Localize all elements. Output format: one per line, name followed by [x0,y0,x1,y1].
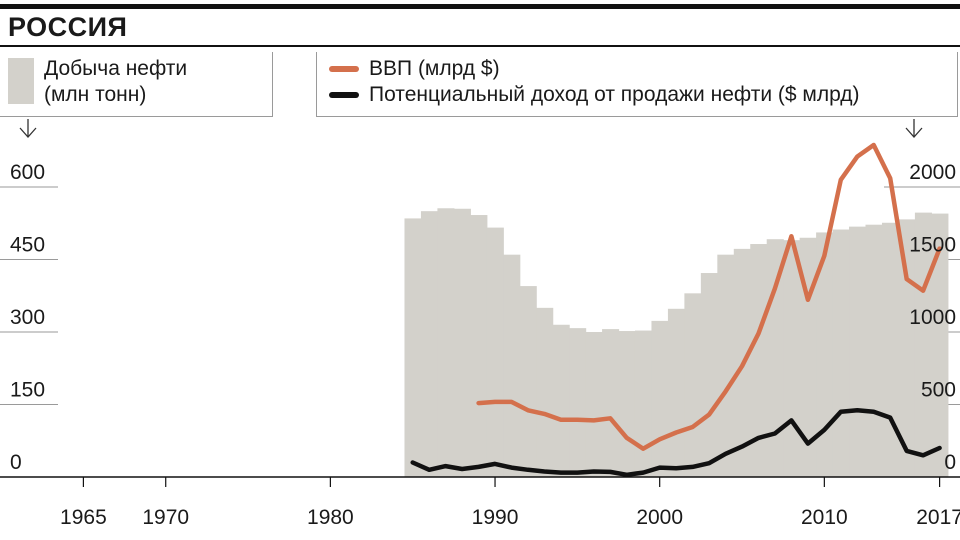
x-tick-label: 1965 [60,506,107,529]
bar-oil-production [618,331,636,477]
x-tick-label: 1990 [472,506,519,529]
bar-oil-production [569,328,587,477]
bar-oil-production [816,232,834,477]
chart-title: РОССИЯ [8,12,128,42]
bar-oil-production [667,308,685,477]
legend-oil-revenue-label: Потенциальный доход от продажи нефти ($ … [369,83,860,106]
bar-oil-production [783,240,801,477]
bar-oil-production [832,229,850,477]
bar-oil-production [865,224,883,477]
top-rule [0,4,960,9]
oil-production-swatch [8,58,34,104]
y-right-tick-label: 1000 [909,306,956,329]
y-left-tick-label: 450 [10,234,45,257]
left-axis-arrow-icon [19,127,37,138]
gdp-line [476,142,942,451]
gdp-swatch [329,66,359,72]
y-right-tick-label: 0 [944,451,956,474]
y-left-tick-label: 300 [10,306,45,329]
bar-oil-production [552,324,570,477]
bar-oil-production [849,226,867,477]
y-left-tick-label: 0 [10,451,22,474]
right-axis-arrow-icon [905,127,923,138]
x-tick-label: 2000 [636,506,683,529]
bar-oil-production [799,237,817,477]
bar-oil-production [931,213,949,478]
bar-oil-production [503,254,521,477]
y-right-tick-label: 500 [921,379,956,402]
legend-gdp-label: ВВП (млрд $) [369,57,500,80]
bar-oil-production [585,332,603,477]
oil-revenue-swatch [329,92,359,98]
bar-oil-production [486,227,504,477]
bar-oil-production [700,273,718,477]
legend-oil-production-label-1: Добыча нефти [44,57,188,80]
y-right-tick-label: 2000 [909,161,956,184]
bar-oil-production [634,330,653,477]
oil-revenue-line [410,408,942,478]
bar-oil-production [453,208,471,477]
bar-oil-production [470,215,488,478]
bar-oil-production [404,218,422,477]
x-tick-label: 2010 [801,506,848,529]
y-right-tick-label: 1500 [909,234,956,257]
bar-oil-production [536,307,554,477]
legend-oil-production-label-2: (млн тонн) [44,83,147,106]
bar-oil-production [717,254,735,477]
y-left-tick-label: 150 [10,379,45,402]
x-tick-label: 1970 [142,506,189,529]
bar-oil-production [651,320,669,477]
bar-oil-production [602,329,620,477]
bar-oil-production [420,211,439,477]
title-rule [0,45,960,47]
legend-lines: ВВП (млрд $) Потенциальный доход от прод… [316,52,958,117]
bar-oil-production [684,293,702,477]
bar-oil-production [437,208,455,477]
y-left-tick-label: 600 [10,161,45,184]
legend-oil-production: Добыча нефти (млн тонн) [0,52,273,117]
bar-oil-production [519,286,537,477]
x-tick-label: 1980 [307,506,354,529]
bar-oil-production [750,244,768,477]
x-tick-label: 2017 [916,506,960,529]
bar-oil-production [881,222,900,477]
